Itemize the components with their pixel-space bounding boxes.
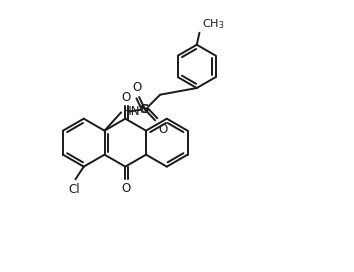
- Text: O: O: [121, 182, 131, 195]
- Text: O: O: [159, 123, 168, 136]
- Text: O: O: [121, 91, 131, 104]
- Text: Cl: Cl: [68, 183, 80, 196]
- Text: O: O: [133, 81, 142, 94]
- Text: HN: HN: [123, 104, 140, 118]
- Text: CH$_3$: CH$_3$: [202, 17, 224, 31]
- Text: S: S: [140, 103, 150, 116]
